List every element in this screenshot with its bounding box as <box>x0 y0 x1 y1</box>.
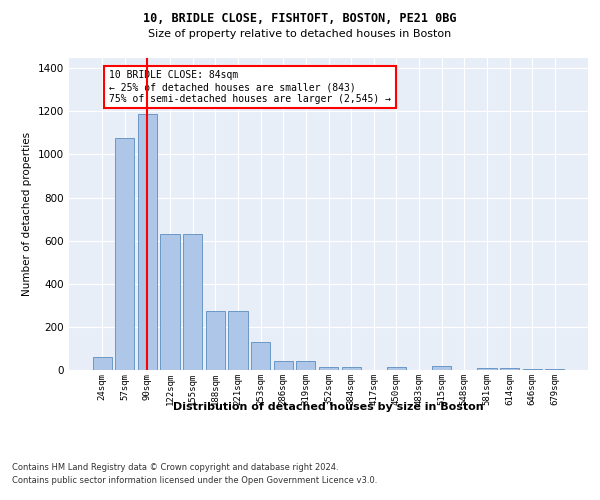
Bar <box>206 310 225 370</box>
Bar <box>115 138 134 370</box>
Bar <box>319 367 338 370</box>
Text: Contains HM Land Registry data © Crown copyright and database right 2024.: Contains HM Land Registry data © Crown c… <box>12 462 338 471</box>
Bar <box>500 368 519 370</box>
Bar <box>296 362 316 370</box>
Bar <box>477 368 497 370</box>
Text: 10, BRIDLE CLOSE, FISHTOFT, BOSTON, PE21 0BG: 10, BRIDLE CLOSE, FISHTOFT, BOSTON, PE21… <box>143 12 457 26</box>
Text: 10 BRIDLE CLOSE: 84sqm
← 25% of detached houses are smaller (843)
75% of semi-de: 10 BRIDLE CLOSE: 84sqm ← 25% of detached… <box>109 70 391 104</box>
Bar <box>274 362 293 370</box>
Bar <box>523 369 542 370</box>
Bar <box>138 114 157 370</box>
Bar <box>229 310 248 370</box>
Text: Size of property relative to detached houses in Boston: Size of property relative to detached ho… <box>148 29 452 39</box>
Bar <box>183 234 202 370</box>
Bar <box>387 367 406 370</box>
Bar <box>251 342 270 370</box>
Bar <box>545 369 565 370</box>
Bar <box>432 366 451 370</box>
Text: Distribution of detached houses by size in Boston: Distribution of detached houses by size … <box>173 402 484 412</box>
Bar <box>160 234 180 370</box>
Bar <box>92 357 112 370</box>
Bar <box>341 367 361 370</box>
Text: Contains public sector information licensed under the Open Government Licence v3: Contains public sector information licen… <box>12 476 377 485</box>
Y-axis label: Number of detached properties: Number of detached properties <box>22 132 32 296</box>
